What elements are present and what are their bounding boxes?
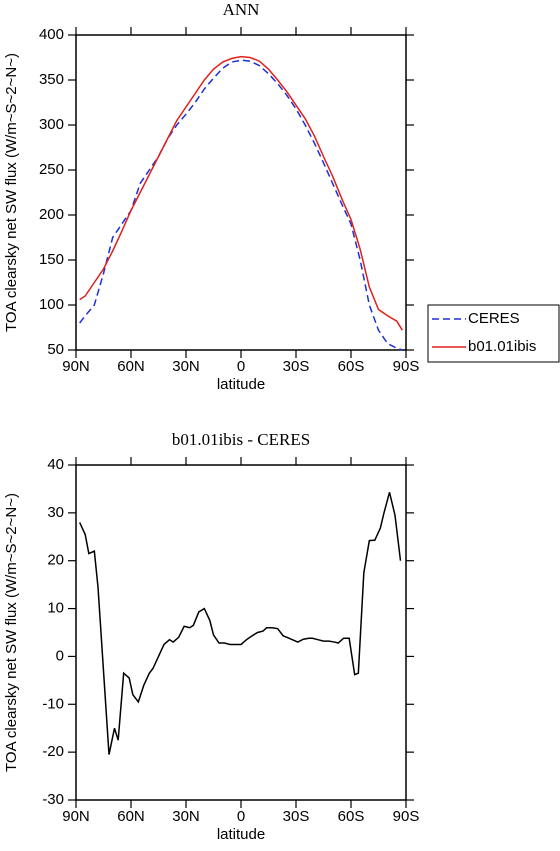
y-tick-label: 400 bbox=[39, 26, 64, 43]
x-tick-label: 90S bbox=[393, 358, 420, 375]
legend: CERES b01.01ibis bbox=[427, 304, 560, 363]
plot-frame bbox=[75, 34, 407, 351]
plot-frame bbox=[75, 464, 407, 801]
y-axis-label: TOA clearsky net SW flux (W/m~S~2~N~) bbox=[3, 53, 20, 332]
x-tick-label: 30S bbox=[283, 808, 310, 825]
x-tick-label: 60N bbox=[117, 358, 145, 375]
chart-title: ANN bbox=[223, 0, 260, 19]
series-line bbox=[79, 55, 403, 331]
y-tick-label: 50 bbox=[47, 341, 64, 358]
y-tick-label: -20 bbox=[42, 743, 64, 760]
y-axis-label: TOA clearsky net SW flux (W/m~S~2~N~) bbox=[3, 493, 20, 772]
x-tick-label: 0 bbox=[237, 358, 245, 375]
legend-box bbox=[427, 304, 560, 363]
y-tick-label: 300 bbox=[39, 116, 64, 133]
y-tick-label: 150 bbox=[39, 251, 64, 268]
chart-title: b01.01ibis - CERES bbox=[172, 430, 310, 449]
y-tick-label: 100 bbox=[39, 296, 64, 313]
x-tick-label: 60S bbox=[338, 358, 365, 375]
plot: b01.01ibis - CERES latitude TOA clearsky n… bbox=[3, 430, 419, 843]
x-tick-label: 60S bbox=[338, 808, 365, 825]
x-tick-label: 0 bbox=[237, 808, 245, 825]
x-axis-label: latitude bbox=[217, 376, 265, 393]
x-tick-label: 30S bbox=[283, 358, 310, 375]
y-tick-label: 250 bbox=[39, 161, 64, 178]
y-tick-label: 10 bbox=[47, 600, 64, 617]
legend-label: CERES bbox=[468, 310, 520, 327]
y-tick-label: 40 bbox=[47, 456, 64, 473]
y-tick-label: 20 bbox=[47, 552, 64, 569]
y-tick-label: 30 bbox=[47, 504, 64, 521]
y-tick-label: 350 bbox=[39, 71, 64, 88]
y-tick-label: 200 bbox=[39, 206, 64, 223]
x-tick-label: 30N bbox=[172, 358, 200, 375]
y-tick-label: -30 bbox=[42, 791, 64, 808]
x-axis-label: latitude bbox=[217, 826, 265, 843]
x-tick-label: 90N bbox=[62, 808, 90, 825]
x-tick-label: 60N bbox=[117, 808, 145, 825]
plot: ANN latitude TOA clearsky net SW flux (W/m… bbox=[3, 0, 560, 393]
y-tick-label: -10 bbox=[42, 695, 64, 712]
x-tick-label: 90N bbox=[62, 358, 90, 375]
series-line bbox=[79, 59, 403, 351]
x-tick-label: 30N bbox=[172, 808, 200, 825]
x-tick-label: 90S bbox=[393, 808, 420, 825]
series-line bbox=[78, 492, 402, 755]
y-tick-label: 0 bbox=[56, 647, 64, 664]
legend-label: b01.01ibis bbox=[468, 338, 536, 355]
